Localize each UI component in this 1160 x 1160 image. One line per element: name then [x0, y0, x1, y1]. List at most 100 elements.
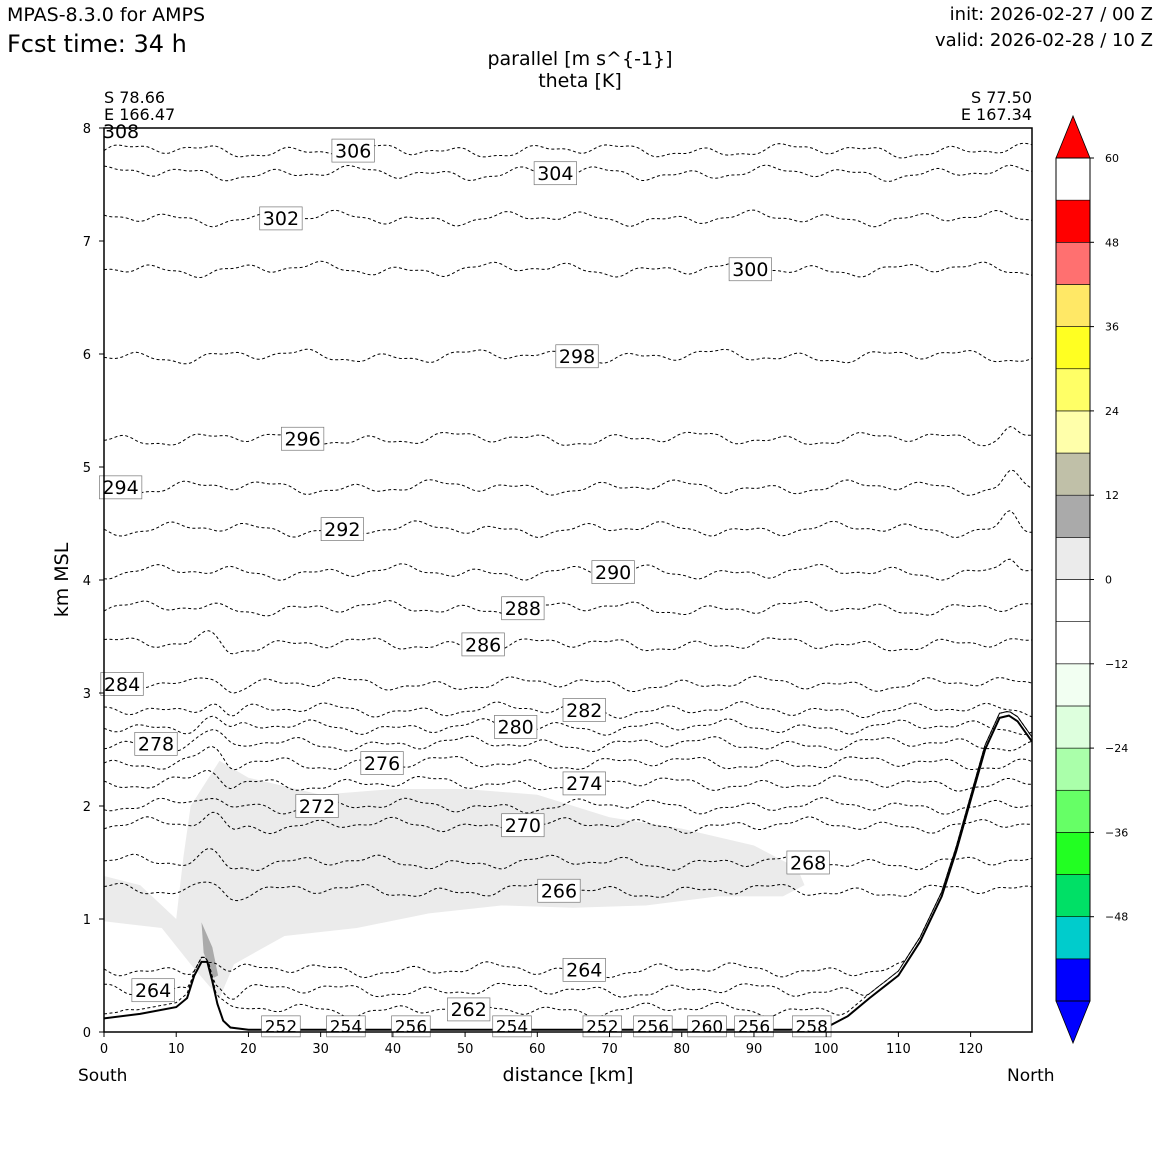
svg-text:256: 256: [637, 1017, 669, 1037]
contour-label-308: 308: [103, 121, 139, 143]
surface-contour-label-252: 252: [582, 1015, 622, 1037]
contour-label-272: 272: [295, 794, 339, 818]
end-longitude: E 167.34: [960, 105, 1032, 124]
x-tick-label: 110: [886, 1042, 911, 1057]
contour-label-264: 264: [562, 957, 606, 982]
colorbar-tick-label: −12: [1105, 658, 1128, 671]
svg-text:260: 260: [691, 1017, 723, 1037]
colorbar-segment: [1055, 705, 1091, 749]
colorbar-segment: [1055, 832, 1091, 875]
colorbar-segment: [1055, 747, 1091, 791]
y-tick-label: 0: [83, 1026, 91, 1041]
wind-speed-shading-6-12: [104, 760, 805, 999]
svg-text:306: 306: [335, 140, 371, 162]
contour-label-276: 276: [360, 751, 404, 775]
colorbar-segment: [1055, 579, 1091, 622]
start-latitude: S 78.66: [104, 88, 166, 107]
contour-label-274: 274: [562, 771, 606, 796]
theta-contour-264: [104, 711, 1032, 1000]
x-tick-label: 30: [312, 1042, 329, 1057]
svg-text:300: 300: [732, 259, 768, 281]
theta-contour-302: [104, 209, 1032, 228]
x-tick-label: 100: [814, 1042, 839, 1057]
north-label: North: [1007, 1066, 1055, 1086]
surface-contour-label-256: 256: [633, 1015, 673, 1037]
contour-label-282: 282: [562, 698, 606, 722]
svg-text:278: 278: [138, 734, 174, 756]
svg-text:274: 274: [566, 773, 602, 795]
svg-text:268: 268: [790, 852, 826, 874]
valid-time: valid: 2026-02-28 / 10 Z: [935, 30, 1153, 51]
theta-contour-276: [104, 746, 1032, 771]
surface-contour-label-252: 252: [261, 1015, 301, 1037]
contour-label-262: 262: [447, 997, 491, 1022]
colorbar-tick-label: 36: [1105, 321, 1119, 334]
svg-text:262: 262: [451, 999, 487, 1021]
svg-text:252: 252: [586, 1017, 618, 1037]
contour-label-278: 278: [134, 731, 178, 756]
contour-label-268: 268: [786, 850, 830, 875]
colorbar-extend-low: [1055, 1000, 1091, 1045]
colorbar-extend-high: [1055, 114, 1091, 159]
init-time: init: 2026-02-27 / 00 Z: [949, 4, 1153, 25]
colorbar-tick-label: −48: [1105, 911, 1128, 924]
wind-shading-layer: [104, 760, 805, 999]
contour-label-292: 292: [320, 517, 364, 542]
colorbar-segment: [1055, 242, 1091, 285]
svg-text:254: 254: [496, 1017, 528, 1037]
y-axis: 0 1 2 3 4 5 6 7 8: [83, 122, 104, 1041]
x-tick-label: 10: [168, 1042, 185, 1057]
colorbar-tick-label: 0: [1105, 574, 1112, 587]
chart-title-wind: parallel [m s^{-1}]: [487, 48, 673, 70]
surface-contour-label-256: 256: [391, 1015, 431, 1037]
theta-contour-292: [104, 510, 1032, 539]
surface-contour-label-260: 260: [687, 1015, 727, 1037]
theta-contour-262: [104, 711, 1032, 1019]
svg-text:258: 258: [796, 1017, 828, 1037]
y-tick-label: 5: [83, 461, 91, 476]
theta-contour-288: [104, 600, 1032, 617]
theta-contour-304: [104, 164, 1032, 183]
contour-label-298: 298: [555, 344, 599, 369]
contour-label-266: 266: [537, 878, 581, 903]
contour-label-284: 284: [100, 672, 144, 696]
colorbar-tick-label: −36: [1105, 826, 1128, 839]
contour-label-264: 264: [131, 978, 175, 1003]
svg-text:282: 282: [566, 700, 602, 722]
svg-text:294: 294: [102, 477, 138, 499]
south-label: South: [78, 1066, 128, 1086]
contour-label-270: 270: [501, 813, 545, 838]
colorbar-segment: [1055, 452, 1091, 496]
colorbar-segment: [1055, 537, 1091, 580]
x-tick-label: 90: [746, 1042, 763, 1057]
surface-contour-label-254: 254: [492, 1015, 532, 1037]
contour-label-280: 280: [494, 715, 538, 739]
x-axis-label: distance [km]: [502, 1064, 634, 1086]
contour-label-288: 288: [501, 596, 545, 621]
end-latitude: S 77.50: [970, 88, 1032, 107]
start-longitude: E 166.47: [104, 105, 176, 124]
theta-contour-294: [104, 469, 1032, 496]
y-tick-label: 4: [83, 574, 91, 589]
svg-text:308: 308: [103, 121, 139, 143]
contour-label-306: 306: [331, 138, 375, 163]
colorbar-segment: [1055, 663, 1091, 707]
y-tick-label: 1: [83, 913, 91, 928]
theta-contour-300: [104, 260, 1032, 279]
colorbar-segment: [1055, 916, 1091, 960]
model-name: MPAS-8.3.0 for AMPS: [7, 4, 206, 26]
colorbar-segment: [1055, 494, 1091, 538]
svg-text:266: 266: [541, 881, 577, 903]
contour-label-302: 302: [259, 206, 303, 231]
colorbar-tick-label: 60: [1105, 152, 1119, 165]
svg-text:276: 276: [364, 753, 400, 775]
theta-contour-290: [104, 558, 1032, 581]
colorbar-segment: [1055, 326, 1091, 370]
theta-contour-280: [104, 715, 1032, 736]
y-tick-label: 2: [83, 800, 91, 815]
svg-text:264: 264: [566, 960, 602, 982]
colorbar: 60 48 36 24 12 0 −12 −24 −36 −48: [1055, 114, 1128, 1045]
theta-contour-268: [104, 847, 1032, 872]
x-tick-label: 120: [958, 1042, 983, 1057]
theta-contour-306: [104, 142, 1032, 159]
